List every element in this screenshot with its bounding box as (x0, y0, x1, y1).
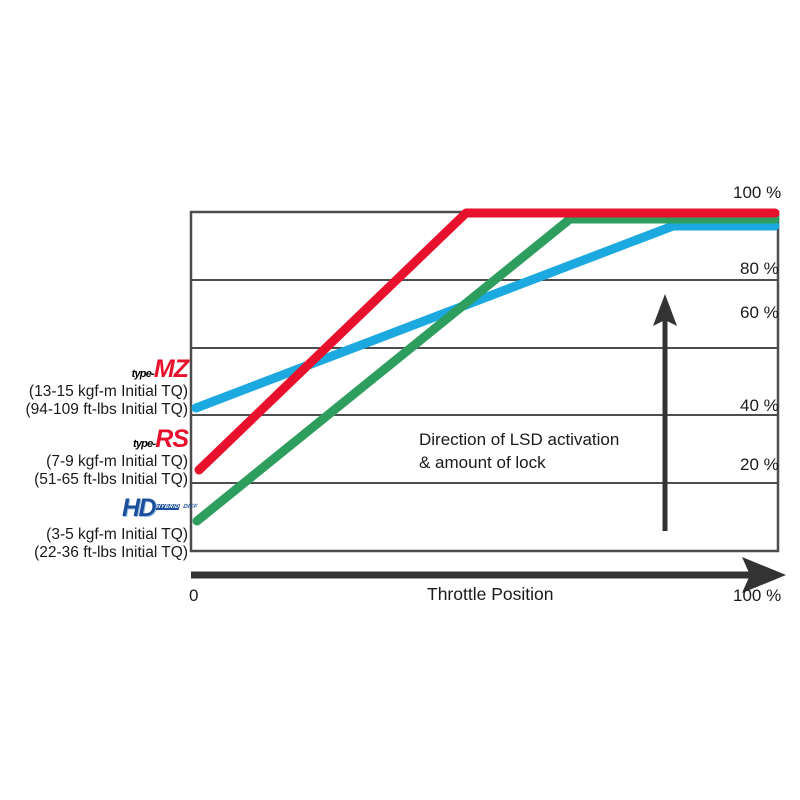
type-mz-spec-imperial: (94-109 ft-lbs Initial TQ) (25, 400, 188, 418)
hd-hybrid-logo: HD HYBRID DIFF (34, 494, 198, 525)
hd-spec-imperial: (22-36 ft-lbs Initial TQ) (34, 543, 188, 561)
x-axis-label-start: 0 (189, 586, 199, 605)
type-rs-logo-main: RS (155, 425, 189, 453)
direction-up-arrow (653, 294, 677, 531)
type-mz-logo: type-MZ (25, 355, 189, 383)
hd-hybrid-logo-graphic: HD HYBRID DIFF (122, 494, 198, 522)
type-mz-spec-metric: (13-15 kgf-m Initial TQ) (28, 383, 188, 400)
y-axis-label-40: 40 % (740, 396, 779, 415)
y-axis-label-20: 20 % (740, 455, 779, 474)
legend-item-hd: HD HYBRID DIFF (3-5 kgf-m Initial TQ) (2… (34, 494, 198, 562)
legend-item-type-mz: type-MZ (13-15 kgf-m Initial TQ) (94-109… (25, 355, 189, 419)
direction-callout-line1: Direction of LSD activation (419, 430, 620, 449)
type-mz-logo-main: MZ (153, 355, 189, 383)
x-axis-title: Throttle Position (427, 584, 554, 604)
type-rs-spec-imperial: (51-65 ft-lbs Initial TQ) (34, 470, 188, 488)
series-line-type-rs (192, 214, 780, 526)
legend-item-type-rs: type-RS (7-9 kgf-m Initial TQ) (51-65 ft… (34, 425, 189, 489)
type-rs-spec-metric: (7-9 kgf-m Initial TQ) (46, 453, 188, 470)
type-mz-logo-prefix: type- (131, 368, 155, 380)
y-axis-label-60: 60 % (740, 303, 779, 322)
gridlines (191, 279, 778, 484)
hd-hybrid-logo-badge: HYBRID DIFF (155, 496, 198, 512)
x-axis-label-end: 100 % (733, 586, 782, 605)
y-axis-label-80: 80 % (740, 259, 779, 278)
plot-frame (189, 210, 780, 553)
hd-hybrid-logo-badge-bottom: DIFF (182, 504, 198, 510)
series-line-hd (191, 221, 780, 413)
direction-callout-line2: & amount of lock (419, 452, 546, 472)
type-rs-logo-prefix: type- (132, 438, 156, 450)
hd-hybrid-logo-badge-top: HYBRID (155, 504, 180, 510)
throttle-axis-arrow (191, 557, 786, 593)
direction-callout: Direction of LSD activation & amount of … (419, 429, 619, 475)
hd-hybrid-logo-letters: HD (122, 494, 157, 522)
series-line-type-mz (194, 208, 780, 475)
hd-spec-metric: (3-5 kgf-m Initial TQ) (46, 526, 188, 543)
type-rs-logo: type-RS (34, 425, 189, 453)
y-axis-label-100: 100 % (733, 183, 782, 202)
